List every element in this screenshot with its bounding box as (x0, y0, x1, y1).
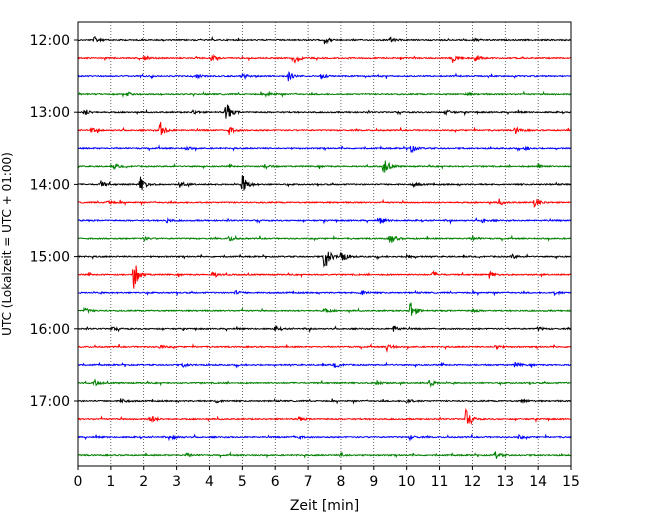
trace-15:30 (77, 289, 572, 297)
trace-17:00 (77, 397, 572, 405)
y-tick-label: 15:00 (30, 250, 70, 266)
x-tick-label: 1 (106, 474, 115, 490)
trace-14:15 (77, 198, 572, 208)
trace-15:45 (77, 302, 572, 316)
x-axis-label: Zeit [min] (290, 498, 359, 514)
x-tick-label: 7 (304, 474, 313, 490)
x-tick-label: 11 (431, 474, 449, 490)
y-tick-label: 17:00 (30, 394, 70, 410)
trace-14:30 (77, 217, 572, 225)
trace-12:30 (77, 71, 572, 82)
seismic-traces (77, 35, 572, 459)
trace-14:45 (78, 234, 572, 244)
trace-12:00 (77, 35, 572, 45)
x-tick-label: 12 (463, 474, 481, 490)
y-tick-label: 16:00 (30, 322, 70, 338)
y-tick-label: 14:00 (30, 177, 70, 193)
trace-17:30 (77, 433, 572, 442)
x-axis-ticks: 0 1 2 3 4 5 6 7 8 9 10 11 12 13 14 15 (74, 466, 580, 490)
trace-16:15 (77, 342, 572, 354)
x-tick-label: 9 (369, 474, 378, 490)
x-tick-label: 14 (529, 474, 547, 490)
x-tick-label: 8 (336, 474, 345, 490)
trace-13:15 (77, 121, 572, 136)
trace-12:15 (77, 53, 572, 64)
trace-17:45 (77, 451, 572, 459)
x-tick-label: 3 (172, 474, 181, 490)
vertical-grid (110, 22, 539, 466)
x-tick-label: 2 (139, 474, 148, 490)
trace-17:15 (77, 407, 572, 426)
trace-15:00 (77, 251, 572, 268)
trace-16:45 (77, 378, 572, 388)
trace-16:30 (77, 361, 572, 369)
trace-13:45 (77, 160, 572, 173)
y-axis-label: UTC (Lokalzeit = UTC + 01:00) (0, 152, 14, 336)
x-tick-label: 15 (562, 474, 580, 490)
trace-14:00 (77, 175, 572, 191)
x-tick-label: 5 (238, 474, 247, 490)
trace-12:45 (77, 90, 572, 99)
trace-15:15 (77, 265, 572, 289)
y-axis-ticks: 12:00 13:00 14:00 15:00 16:00 17:00 (30, 33, 78, 410)
y-tick-label: 12:00 (30, 33, 70, 49)
plot-frame (77, 21, 572, 467)
x-tick-label: 6 (271, 474, 280, 490)
trace-16:00 (77, 324, 572, 334)
trace-13:00 (77, 104, 572, 119)
x-tick-label: 0 (74, 474, 83, 490)
x-tick-label: 4 (205, 474, 214, 490)
y-tick-label: 13:00 (30, 105, 70, 121)
x-tick-label: 10 (398, 474, 416, 490)
x-tick-label: 13 (496, 474, 514, 490)
trace-13:30 (77, 144, 572, 154)
